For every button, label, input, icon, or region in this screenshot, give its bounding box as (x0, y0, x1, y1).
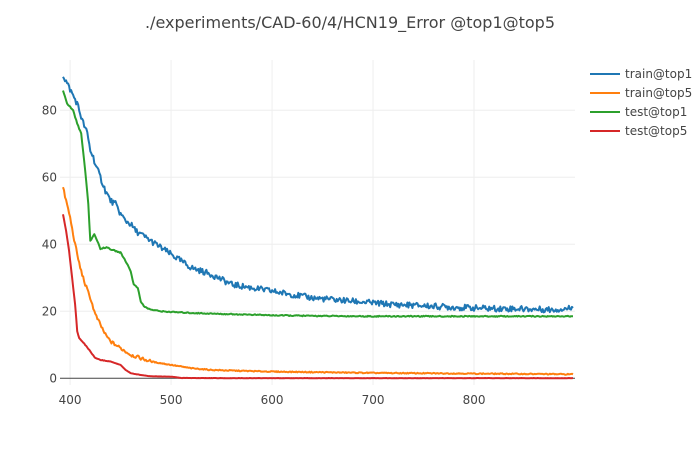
y-tick-label: 60 (42, 170, 57, 184)
y-tick-label: 40 (42, 237, 57, 251)
grid (60, 60, 575, 385)
y-tick-label: 80 (42, 103, 57, 117)
legend-label: train@top5 (625, 86, 692, 100)
plot-area (62, 76, 574, 380)
legend-label: test@top5 (625, 124, 687, 138)
legend-label: train@top1 (625, 67, 692, 81)
x-tick-label: 500 (160, 393, 183, 407)
y-tick-label: 20 (42, 304, 57, 318)
x-tick-label: 600 (261, 393, 284, 407)
series-line-train-top5 (62, 186, 574, 376)
series-line-train-top1 (62, 76, 574, 314)
legend-label: test@top1 (625, 105, 687, 119)
series-line-test-top5 (62, 214, 573, 380)
x-tick-label: 800 (463, 393, 486, 407)
chart-title: ./experiments/CAD-60/4/HCN19_Error @top1… (145, 13, 555, 33)
y-tick-label: 0 (49, 371, 57, 385)
axes: 400 500 600 700 800 0 20 40 60 80 (42, 103, 575, 407)
series-line-test-top1 (62, 90, 573, 318)
legend: train@top1 train@top5 test@top1 test@top5 (590, 67, 692, 138)
x-tick-label: 700 (362, 393, 385, 407)
x-tick-label: 400 (59, 393, 82, 407)
